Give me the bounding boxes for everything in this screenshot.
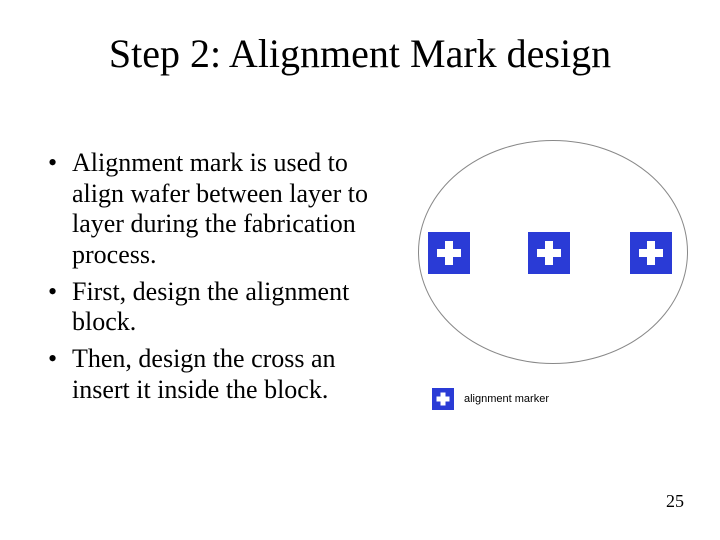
page-number: 25	[666, 491, 684, 512]
cross-horizontal	[437, 397, 450, 402]
slide-title: Step 2: Alignment Mark design	[0, 30, 720, 77]
cross-horizontal	[537, 249, 561, 257]
bullet-list: Alignment mark is used to align wafer be…	[48, 148, 393, 411]
legend-marker-icon	[432, 388, 454, 410]
alignment-marker-icon	[528, 232, 570, 274]
bullet-item: Alignment mark is used to align wafer be…	[48, 148, 393, 271]
cross-horizontal	[437, 249, 461, 257]
bullet-item: Then, design the cross an insert it insi…	[48, 344, 393, 405]
wafer-figure: alignment marker	[408, 140, 698, 430]
alignment-marker-icon	[428, 232, 470, 274]
bullet-item: First, design the alignment block.	[48, 277, 393, 338]
alignment-marker-icon	[630, 232, 672, 274]
legend-label: alignment marker	[464, 393, 549, 405]
cross-horizontal	[639, 249, 663, 257]
slide: Step 2: Alignment Mark design Alignment …	[0, 0, 720, 540]
